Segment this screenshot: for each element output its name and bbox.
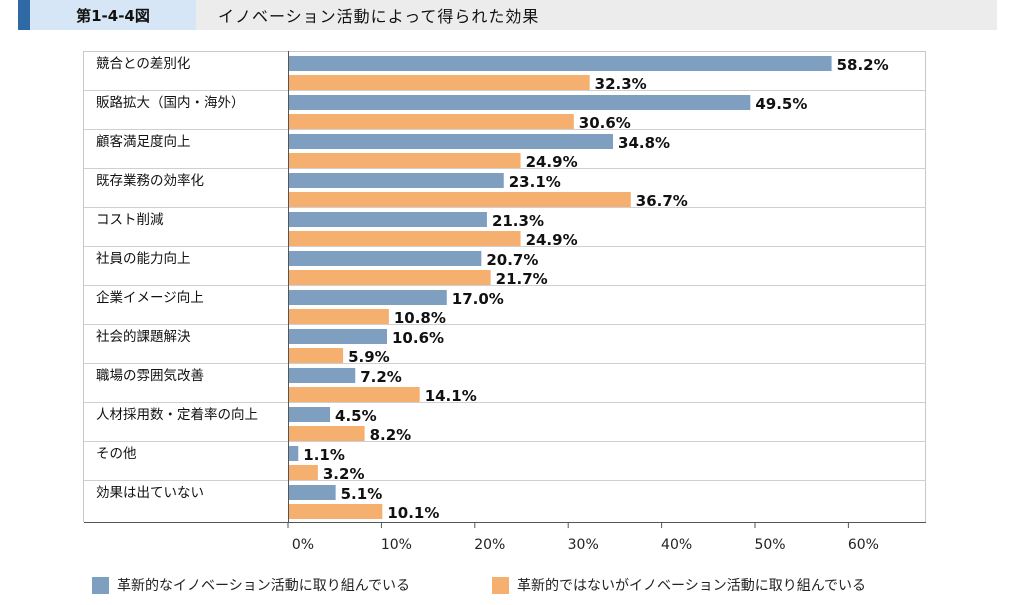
legend-item-series-2: 革新的ではないがイノベーション活動に取り組んでいる xyxy=(492,575,866,595)
bar-series-1 xyxy=(288,212,487,227)
bar-series-2 xyxy=(288,192,631,207)
data-label: 20.7% xyxy=(486,251,538,269)
data-label: 10.6% xyxy=(392,329,444,347)
bar-series-2 xyxy=(288,75,590,90)
chart-frame xyxy=(83,51,926,522)
category-label: 社会的課題解決 xyxy=(96,329,191,345)
category-label: 競合との差別化 xyxy=(96,56,190,72)
header-accent-bar xyxy=(18,0,30,30)
legend-swatch-series-1 xyxy=(92,576,109,594)
bar-series-1 xyxy=(288,173,504,188)
category-label: 企業イメージ向上 xyxy=(96,289,204,306)
category-label: 職場の雰囲気改善 xyxy=(96,368,204,384)
bar-series-2 xyxy=(288,426,365,441)
bar-series-2 xyxy=(288,153,521,168)
data-label: 21.3% xyxy=(492,212,544,230)
bar-series-1 xyxy=(288,368,356,383)
category-label: 既存業務の効率化 xyxy=(96,172,204,189)
legend-item-series-1: 革新的なイノベーション活動に取り組んでいる xyxy=(92,575,410,595)
bar-series-2 xyxy=(288,465,318,480)
data-label: 24.9% xyxy=(526,153,578,171)
bar-series-1 xyxy=(288,95,751,110)
legend-label-series-1: 革新的なイノベーション活動に取り組んでいる xyxy=(117,578,411,594)
data-label: 32.3% xyxy=(595,75,647,93)
x-tick-label: 10% xyxy=(381,537,412,553)
data-label: 34.8% xyxy=(618,134,670,152)
category-label: 顧客満足度向上 xyxy=(96,133,191,150)
data-label: 1.1% xyxy=(303,446,345,464)
x-tick-label: 40% xyxy=(661,537,692,553)
category-label: 販路拡大（国内・海外） xyxy=(96,95,245,111)
data-label: 49.5% xyxy=(755,95,807,113)
x-tick-label: 50% xyxy=(754,537,785,553)
bar-series-2 xyxy=(288,504,383,519)
x-tick-label: 20% xyxy=(474,537,505,553)
bar-chart: 競合との差別化 58.2% 32.3% 販路拡大（国内・海外） 49.5% 30.6% 顧客… xyxy=(84,51,926,553)
data-label: 21.7% xyxy=(496,270,548,288)
x-tick-label: 60% xyxy=(848,537,879,553)
data-label: 14.1% xyxy=(425,387,477,405)
figure-number: 第1-4-4図 xyxy=(30,0,196,30)
x-tick-label: 0% xyxy=(292,537,314,553)
bar-series-1 xyxy=(288,446,299,461)
data-label: 23.1% xyxy=(509,173,561,191)
data-label: 3.2% xyxy=(323,465,365,483)
category-label: コスト削減 xyxy=(96,211,164,228)
data-label: 36.7% xyxy=(636,192,688,210)
category-label: 社員の能力向上 xyxy=(96,251,191,267)
data-label: 17.0% xyxy=(452,290,504,308)
data-label: 30.6% xyxy=(579,114,631,132)
bar-series-1 xyxy=(288,134,614,149)
data-label: 5.1% xyxy=(341,485,383,503)
data-label: 10.8% xyxy=(394,309,446,327)
bar-series-2 xyxy=(288,348,344,363)
category-label: 人材採用数・定着率の向上 xyxy=(96,406,258,423)
data-label: 8.2% xyxy=(370,426,412,444)
category-label: その他 xyxy=(96,446,137,462)
x-tick-label: 30% xyxy=(568,537,599,553)
data-label: 5.9% xyxy=(348,348,390,366)
data-label: 7.2% xyxy=(360,368,402,386)
data-label: 10.1% xyxy=(387,504,439,522)
legend-label-series-2: 革新的ではないがイノベーション活動に取り組んでいる xyxy=(517,578,867,594)
legend-swatch-series-2 xyxy=(492,576,509,594)
bar-series-1 xyxy=(288,251,482,266)
bar-series-1 xyxy=(288,56,832,71)
bar-series-1 xyxy=(288,329,388,344)
bar-series-1 xyxy=(288,290,447,305)
data-label: 58.2% xyxy=(837,56,889,74)
bar-series-2 xyxy=(288,309,389,324)
bar-series-1 xyxy=(288,407,331,422)
category-label: 効果は出ていない xyxy=(96,485,204,501)
bar-series-1 xyxy=(288,485,336,500)
figure-title: イノベーション活動によって得られた効果 xyxy=(218,7,540,26)
data-label: 4.5% xyxy=(335,407,377,425)
bar-series-2 xyxy=(288,270,491,285)
bar-series-2 xyxy=(288,231,521,246)
data-label: 24.9% xyxy=(526,231,578,249)
bar-series-2 xyxy=(288,114,574,129)
bar-series-2 xyxy=(288,387,420,402)
